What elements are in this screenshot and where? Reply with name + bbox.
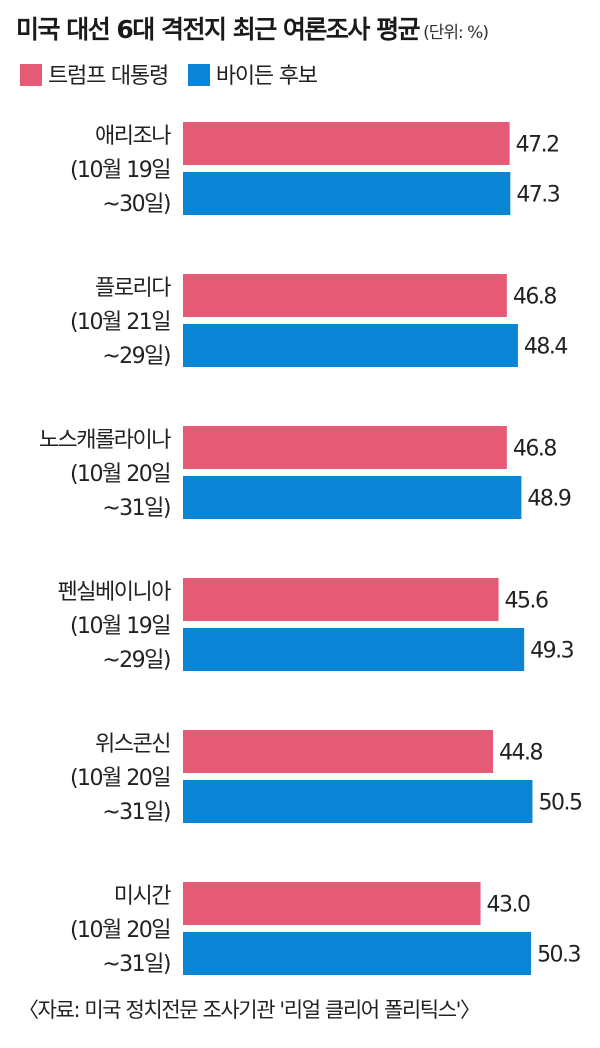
legend-swatch-biden	[187, 64, 210, 86]
period-start-label: (10월 20일	[70, 766, 170, 791]
value-label-biden: 50.3	[537, 943, 580, 968]
period-end-label: ~30일)	[102, 192, 170, 217]
period-start-label: (10월 19일	[70, 614, 170, 639]
bar-biden	[183, 476, 522, 519]
period-start-label: (10월 20일	[70, 918, 170, 943]
source-note: 〈자료: 미국 정치전문 조사기관 '리얼 클리어 폴리틱스'〉	[18, 998, 481, 1022]
value-label-trump: 44.8	[499, 741, 542, 766]
state-name-label: 애리조나	[95, 124, 171, 149]
legend-label-trump: 트럼프 대통령	[48, 64, 169, 89]
value-label-biden: 48.9	[527, 487, 570, 512]
value-label-biden: 50.5	[538, 791, 581, 816]
period-end-label: ~29일)	[102, 344, 170, 369]
period-end-label: ~29일)	[102, 648, 170, 673]
legend-item-trump: 트럼프 대통령	[20, 58, 169, 90]
bar-group: 펜실베이니아 (10월 19일 ~29일) 45.6 49.3	[58, 578, 575, 673]
bar-group: 플로리다 (10월 21일 ~29일) 46.8 48.4	[70, 274, 569, 369]
state-name-label: 미시간	[114, 884, 171, 909]
value-label-trump: 46.8	[513, 437, 556, 462]
bar-biden	[183, 172, 511, 215]
bar-biden	[183, 780, 533, 823]
value-label-trump: 47.2	[516, 133, 559, 158]
chart-title: 미국 대선 6대 격전지 최근 여론조사 평균	[16, 15, 421, 44]
state-name-label: 노스캐롤라이나	[39, 428, 171, 453]
bar-group: 노스캐롤라이나 (10월 20일 ~31일) 46.8 48.9	[39, 426, 572, 521]
bar-biden	[183, 628, 525, 671]
state-name-label: 플로리다	[95, 276, 171, 301]
legend-item-biden: 바이든 후보	[187, 58, 318, 90]
bar-trump	[183, 426, 507, 469]
title-row: 미국 대선 6대 격전지 최근 여론조사 평균 (단위: %)	[16, 10, 586, 50]
period-start-label: (10월 19일	[70, 158, 170, 183]
bar-biden	[183, 324, 518, 367]
value-label-biden: 48.4	[524, 335, 567, 360]
legend-swatch-trump	[20, 64, 42, 86]
bar-group: 미시간 (10월 20일 ~31일) 43.0 50.3	[70, 882, 582, 977]
bar-trump	[183, 274, 507, 317]
bar-trump	[183, 122, 510, 165]
bar-trump	[183, 882, 481, 925]
bar-biden	[183, 932, 532, 975]
value-label-biden: 49.3	[530, 639, 573, 664]
bar-trump	[183, 730, 494, 773]
unit-label: (단위: %)	[423, 23, 489, 43]
state-name-label: 펜실베이니아	[58, 580, 172, 605]
legend: 트럼프 대통령 바이든 후보	[20, 58, 331, 90]
value-label-biden: 47.3	[516, 183, 559, 208]
value-label-trump: 45.6	[505, 589, 548, 614]
state-name-label: 위스콘신	[95, 732, 170, 757]
bar-group: 위스콘신 (10월 20일 ~31일) 44.8 50.5	[70, 730, 583, 825]
period-start-label: (10월 21일	[70, 310, 170, 335]
value-label-trump: 43.0	[487, 893, 530, 918]
period-start-label: (10월 20일	[70, 462, 170, 487]
period-end-label: ~31일)	[102, 496, 170, 521]
legend-label-biden: 바이든 후보	[215, 64, 318, 89]
bar-group: 애리조나 (10월 19일 ~30일) 47.2 47.3	[70, 122, 561, 217]
bar-trump	[183, 578, 499, 621]
period-end-label: ~31일)	[102, 800, 170, 825]
period-end-label: ~31일)	[102, 952, 170, 977]
value-label-trump: 46.8	[513, 285, 556, 310]
